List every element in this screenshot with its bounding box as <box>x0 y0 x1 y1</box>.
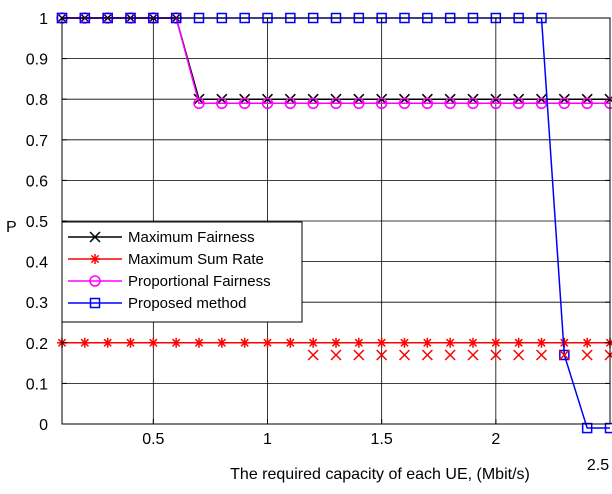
data-point <box>400 338 410 348</box>
y-tick-label: 0.3 <box>26 295 48 312</box>
x-tick-label: 2 <box>491 431 500 448</box>
y-tick-label: 0.5 <box>26 214 48 231</box>
y-tick-label: 0.4 <box>26 255 48 272</box>
x-tick-label: 1 <box>263 431 272 448</box>
data-point <box>148 338 158 348</box>
legend-label: Proposed method <box>128 295 246 312</box>
y-tick-label: 0.8 <box>26 92 48 109</box>
data-point <box>103 338 113 348</box>
legend-swatch-marker <box>90 254 100 264</box>
y-tick-label: 0.6 <box>26 173 48 190</box>
data-point <box>582 338 592 348</box>
legend-label: Maximum Sum Rate <box>128 251 264 268</box>
data-point <box>468 338 478 348</box>
y-tick-label: 0.9 <box>26 52 48 69</box>
data-point <box>422 338 432 348</box>
legend: Maximum Fairness Maximum Sum Rate Proporti… <box>62 222 302 322</box>
y-axis-label: P <box>6 219 17 236</box>
x-tick-label: 0.5 <box>142 431 164 448</box>
y-tick-label: 0.1 <box>26 376 48 393</box>
data-point <box>445 338 455 348</box>
x-tick-label: 1.5 <box>371 431 393 448</box>
data-point <box>217 338 227 348</box>
data-point <box>331 338 341 348</box>
y-tick-label: 0.7 <box>26 133 48 150</box>
data-point <box>377 338 387 348</box>
data-point <box>240 338 250 348</box>
x-axis-label: The required capacity of each UE, (Mbit/… <box>230 466 530 483</box>
data-point <box>263 338 273 348</box>
data-point <box>308 338 318 348</box>
data-point <box>126 338 136 348</box>
data-point <box>537 338 547 348</box>
y-tick-label: 1 <box>39 11 48 28</box>
x-tick-label: 2.5 <box>587 457 609 474</box>
data-point <box>285 338 295 348</box>
y-tick-label: 0.2 <box>26 336 48 353</box>
data-point <box>80 338 90 348</box>
data-point <box>514 338 524 348</box>
data-point <box>194 338 204 348</box>
data-point <box>171 338 181 348</box>
data-point <box>354 338 364 348</box>
y-tick-label: 0 <box>39 417 48 434</box>
legend-label: Maximum Fairness <box>128 229 255 246</box>
legend-label: Proportional Fairness <box>128 273 271 290</box>
data-point <box>491 338 501 348</box>
